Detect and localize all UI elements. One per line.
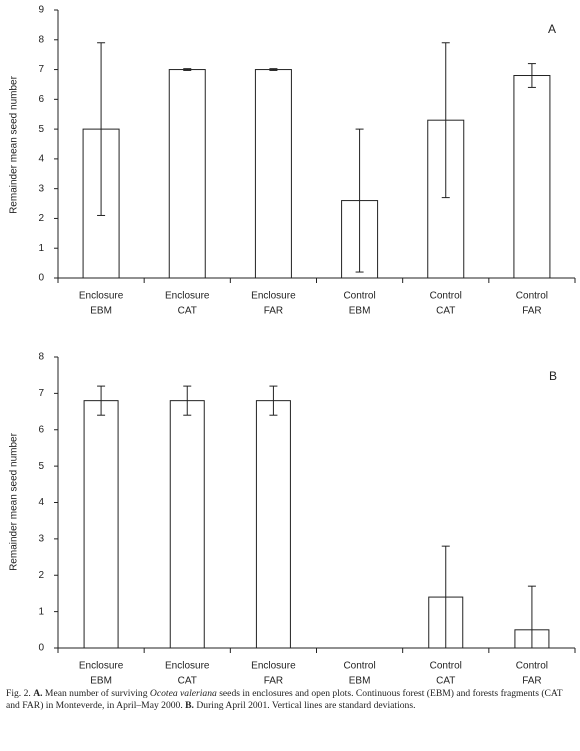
x-tick-label: FAR: [264, 306, 283, 317]
x-tick-label: FAR: [522, 306, 541, 317]
x-tick-label: CAT: [178, 676, 197, 685]
y-tick-label: 5: [38, 461, 44, 472]
x-tick-label: Enclosure: [165, 291, 210, 302]
figure-caption: Fig. 2. A. Mean number of surviving Ocot…: [6, 688, 572, 712]
x-tick-label: Control: [343, 661, 375, 672]
x-tick-label: Enclosure: [79, 661, 124, 672]
x-tick-label: Control: [516, 661, 548, 672]
x-tick-label: Enclosure: [251, 661, 296, 672]
x-tick-label: CAT: [178, 306, 197, 317]
y-tick-label: 6: [38, 424, 44, 435]
y-axis-label: Remainder mean seed number: [9, 432, 20, 571]
caption-part: Mean number of surviving: [42, 688, 150, 699]
bar: [168, 69, 206, 279]
y-tick-label: 8: [38, 34, 44, 45]
x-tick-label: Enclosure: [165, 661, 210, 672]
y-tick-label: 2: [38, 213, 44, 224]
y-tick-label: 2: [38, 570, 44, 581]
x-tick-label: CAT: [436, 676, 455, 685]
y-tick-label: 5: [38, 124, 44, 135]
x-tick-label: EBM: [349, 306, 371, 317]
y-tick-label: 7: [38, 388, 44, 399]
x-tick-label: EBM: [90, 676, 112, 685]
x-tick-label: Enclosure: [79, 291, 124, 302]
x-tick-label: Control: [343, 291, 375, 302]
y-tick-label: 3: [38, 183, 44, 194]
caption-part: Ocotea valeriana: [149, 688, 217, 699]
x-tick-label: CAT: [436, 306, 455, 317]
caption-part: A.: [33, 688, 43, 699]
y-tick-label: 4: [38, 497, 44, 508]
caption-part: Fig. 2.: [6, 688, 34, 699]
charts: 0 1 2 3 4 5 6 7 8 9 Remainder mean seed number A Enc…: [9, 5, 576, 685]
x-tick-label: Control: [430, 291, 462, 302]
caption-part: seeds in enclosures and open plots. Cont…: [6, 688, 563, 711]
caption-part: During April 2001. Vertical lines are st…: [193, 700, 416, 711]
x-tick-label: FAR: [264, 676, 283, 685]
y-tick-label: 9: [38, 5, 44, 16]
x-tick-label: Enclosure: [251, 291, 296, 302]
y-tick-label: 1: [38, 243, 44, 254]
y-tick-label: 6: [38, 94, 44, 105]
bar: [169, 400, 205, 649]
y-axis-label: Remainder mean seed number: [9, 75, 20, 214]
y-tick-label: 1: [38, 606, 44, 617]
bar: [255, 400, 291, 649]
x-tick-label: Control: [430, 661, 462, 672]
y-tick-label: 3: [38, 534, 44, 545]
bar: [254, 69, 292, 279]
y-tick-label: 4: [38, 154, 44, 165]
y-tick-label: 7: [38, 64, 44, 75]
caption-part: B.: [185, 700, 194, 711]
y-tick-label: 8: [38, 352, 44, 363]
bar: [83, 400, 119, 649]
x-tick-label: EBM: [349, 676, 371, 685]
bar: [513, 75, 551, 279]
y-tick-label: 0: [38, 273, 44, 284]
panel-label: B: [549, 369, 557, 383]
panel-label: A: [548, 22, 556, 36]
x-tick-label: FAR: [522, 676, 541, 685]
y-tick-label: 0: [38, 643, 44, 654]
x-tick-label: Control: [516, 291, 548, 302]
x-tick-label: EBM: [90, 306, 112, 317]
